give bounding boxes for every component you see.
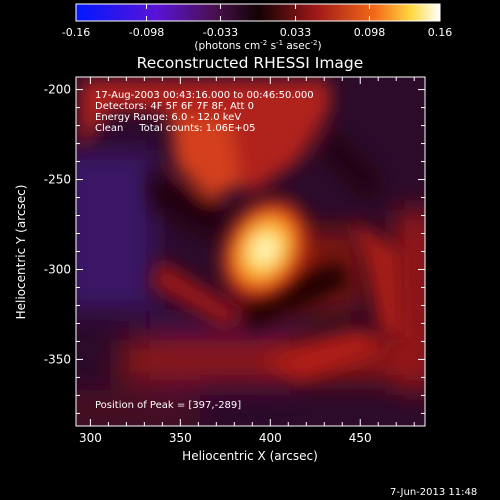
y-tick-label: -350 (44, 352, 71, 366)
colorbar (75, 3, 441, 22)
detectors-label: Detectors: 4F 5F 6F 7F 8F, Att 0 (95, 101, 254, 112)
clean-counts-label: Clean Total counts: 1.06E+05 (95, 123, 255, 134)
colorbar-tick-label: -0.098 (129, 26, 164, 39)
footer-date: 7-Jun-2013 11:48 (390, 487, 477, 498)
x-tick-label: 350 (169, 431, 192, 445)
x-tick-label: 400 (259, 431, 282, 445)
y-axis-ticks (76, 89, 425, 414)
colorbar-tick-label: -0.16 (62, 26, 90, 39)
y-axis-label: Heliocentric Y (arcsec) (14, 185, 28, 320)
chart-title: Reconstructed RHESSI Image (137, 54, 364, 72)
x-tick-label: 450 (349, 431, 372, 445)
left-trough-region (76, 150, 155, 310)
x-axis-tick-labels: 300 350 400 450 (79, 431, 372, 445)
y-tick-label: -250 (44, 173, 71, 187)
peak-position-label: Position of Peak = [397,-289] (95, 400, 241, 411)
time-range-label: 17-Aug-2003 00:43:16.000 to 00:46:50.000 (95, 90, 314, 101)
rhessi-image (76, 77, 425, 426)
y-tick-label: -200 (44, 83, 71, 97)
y-tick-label: -300 (44, 262, 71, 276)
main-peak-source (217, 194, 313, 305)
x-tick-label: 300 (79, 431, 102, 445)
colorbar-tick-label: 0.098 (354, 26, 386, 39)
x-axis-label: Heliocentric X (arcsec) (182, 449, 318, 463)
x-axis-ticks (89, 77, 415, 426)
colorbar-tick-label: 0.16 (428, 26, 453, 39)
colorbar-unit-label: (photons cm-2 s-1 asec-2) (194, 39, 321, 52)
energy-range-label: Energy Range: 6.0 - 12.0 keV (95, 112, 241, 123)
y-axis-tick-labels: -200 -250 -300 -350 (44, 83, 71, 367)
colorbar-tick-label: 0.033 (280, 26, 312, 39)
colorbar-ticks (75, 4, 441, 21)
colorbar-tick-labels: -0.16 -0.098 -0.033 0.033 0.098 0.16 (62, 26, 452, 39)
observation-info: 17-Aug-2003 00:43:16.000 to 00:46:50.000… (95, 90, 314, 134)
colorbar-tick-label: -0.033 (203, 26, 238, 39)
